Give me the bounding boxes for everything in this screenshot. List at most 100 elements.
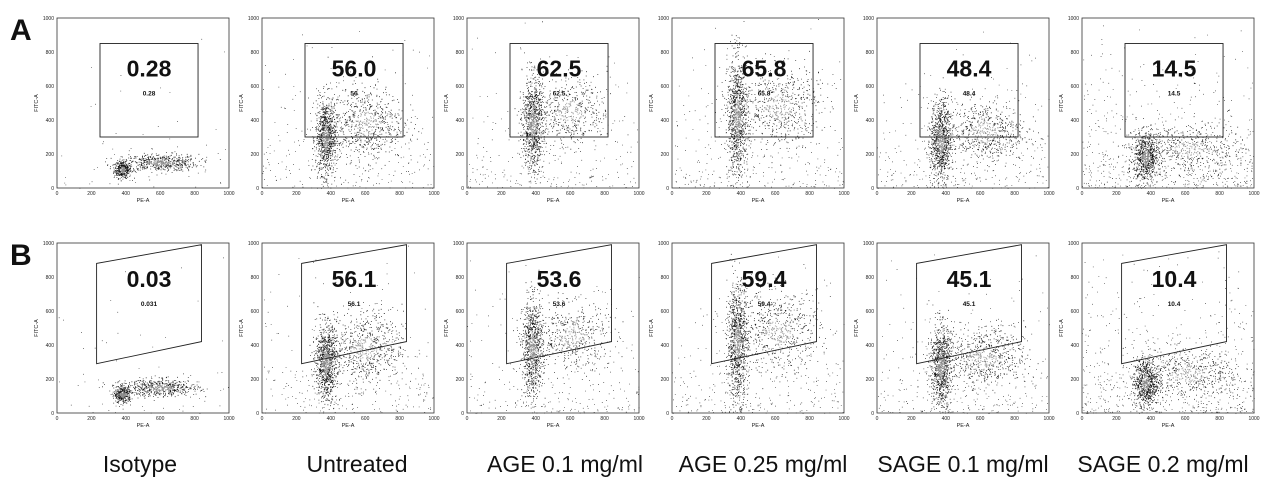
x-tick-label: 1000 <box>1043 191 1054 197</box>
y-tick-label: 1000 <box>248 16 259 22</box>
x-tick-label: 200 <box>702 416 711 422</box>
x-tick-label: 200 <box>292 191 301 197</box>
x-tick-label: 1000 <box>223 191 234 197</box>
x-axis-label: PE-A <box>957 423 970 429</box>
condition-label: AGE 0.25 mg/ml <box>679 451 848 477</box>
y-tick-label: 400 <box>866 118 875 124</box>
x-axis-label: PE-A <box>342 423 355 429</box>
x-tick-label: 200 <box>497 416 506 422</box>
gate-percent-small: 59.4 <box>758 301 771 308</box>
x-tick-label: 600 <box>156 191 165 197</box>
x-tick-label: 600 <box>976 416 985 422</box>
x-tick-label: 600 <box>976 191 985 197</box>
plot-frame <box>876 17 1050 189</box>
y-tick-label: 600 <box>456 84 465 90</box>
x-tick-label: 800 <box>1215 191 1224 197</box>
y-axis-label: FITC-A <box>1059 94 1065 112</box>
gate-percent-large: 48.4 <box>947 56 992 82</box>
y-axis-label: FITC-A <box>854 94 860 112</box>
y-tick-label: 0 <box>871 411 874 417</box>
gate-rectangle <box>919 43 1019 138</box>
y-tick-label: 200 <box>46 152 55 158</box>
event-dots <box>878 254 1050 414</box>
x-tick-label: 600 <box>771 191 780 197</box>
event-dots <box>467 21 638 189</box>
gate-parallelogram <box>1121 244 1227 365</box>
x-tick-label: 800 <box>395 191 404 197</box>
y-tick-label: 200 <box>1071 377 1080 383</box>
y-tick-label: 600 <box>46 84 55 90</box>
y-tick-label: 600 <box>251 309 260 315</box>
x-tick-label: 200 <box>702 191 711 197</box>
x-tick-label: 600 <box>361 191 370 197</box>
y-tick-label: 800 <box>661 275 670 281</box>
x-tick-label: 200 <box>1112 416 1121 422</box>
y-tick-label: 400 <box>456 118 465 124</box>
event-dots <box>262 31 435 189</box>
x-tick-label: 400 <box>737 191 746 197</box>
condition-label: Untreated <box>306 451 407 477</box>
gate-rectangle <box>99 43 199 138</box>
y-tick-label: 400 <box>456 343 465 349</box>
plot-frame <box>1081 17 1255 189</box>
x-tick-label: 1000 <box>1248 416 1259 422</box>
gate-rectangle <box>509 43 609 138</box>
panel-a-5: 0 200 400 600 800 1000 0 200 400 600 800 1000 PE-A FI… <box>854 16 1055 204</box>
x-axis-label: PE-A <box>957 198 970 204</box>
y-axis-label: FITC-A <box>854 319 860 337</box>
x-tick-label: 400 <box>532 191 541 197</box>
y-tick-label: 600 <box>456 309 465 315</box>
y-tick-label: 200 <box>456 377 465 383</box>
x-tick-label: 600 <box>156 416 165 422</box>
y-tick-label: 200 <box>661 377 670 383</box>
x-tick-label: 400 <box>532 416 541 422</box>
x-tick-label: 400 <box>1147 191 1156 197</box>
gate-parallelogram <box>96 244 202 365</box>
x-tick-label: 0 <box>466 191 469 197</box>
x-tick-label: 1000 <box>223 416 234 422</box>
x-axis-label: PE-A <box>137 423 150 429</box>
y-tick-label: 400 <box>46 118 55 124</box>
x-tick-label: 0 <box>56 191 59 197</box>
gate-percent-large: 14.5 <box>1152 56 1197 82</box>
gate-percent-small: 53.6 <box>553 301 566 308</box>
y-axis-label: FITC-A <box>1059 319 1065 337</box>
y-tick-label: 200 <box>456 152 465 158</box>
panel-b-1: 0 200 400 600 800 1000 0 200 400 600 800 1000 PE-A FI… <box>34 241 235 429</box>
x-tick-label: 800 <box>395 416 404 422</box>
x-tick-label: 600 <box>1181 416 1190 422</box>
condition-labels: Isotype Untreated AGE 0.1 mg/ml AGE 0.25 mg… <box>103 451 1249 477</box>
x-tick-label: 400 <box>122 191 131 197</box>
x-tick-label: 0 <box>466 416 469 422</box>
y-tick-label: 800 <box>46 275 55 281</box>
y-tick-label: 1000 <box>863 241 874 247</box>
y-tick-label: 200 <box>251 377 260 383</box>
event-dots <box>672 253 845 414</box>
y-tick-label: 400 <box>251 118 260 124</box>
gate-percent-large: 10.4 <box>1152 266 1197 292</box>
x-axis-label: PE-A <box>1162 423 1175 429</box>
y-tick-label: 1000 <box>658 241 669 247</box>
y-tick-label: 400 <box>46 343 55 349</box>
x-tick-label: 200 <box>87 416 96 422</box>
x-tick-label: 800 <box>190 191 199 197</box>
y-tick-label: 800 <box>251 50 260 56</box>
condition-label: AGE 0.1 mg/ml <box>487 451 643 477</box>
x-axis-label: PE-A <box>752 423 765 429</box>
x-tick-label: 400 <box>1147 416 1156 422</box>
event-dots <box>1082 251 1255 414</box>
panel-a-2: 0 200 400 600 800 1000 0 200 400 600 800 1000 PE-A FI… <box>239 16 440 204</box>
y-tick-label: 800 <box>251 275 260 281</box>
y-tick-label: 0 <box>666 186 669 192</box>
panel-b-3: 0 200 400 600 800 1000 0 200 400 600 800 1000 PE-A FI… <box>444 241 645 429</box>
x-tick-label: 600 <box>1181 191 1190 197</box>
y-tick-label: 1000 <box>248 241 259 247</box>
y-tick-label: 0 <box>51 186 54 192</box>
y-axis-label: FITC-A <box>444 94 450 112</box>
x-tick-label: 400 <box>737 416 746 422</box>
x-tick-label: 0 <box>1081 191 1084 197</box>
event-dots-dense <box>733 319 794 365</box>
y-axis-label: FITC-A <box>34 319 40 337</box>
gate-percent-large: 45.1 <box>947 266 992 292</box>
